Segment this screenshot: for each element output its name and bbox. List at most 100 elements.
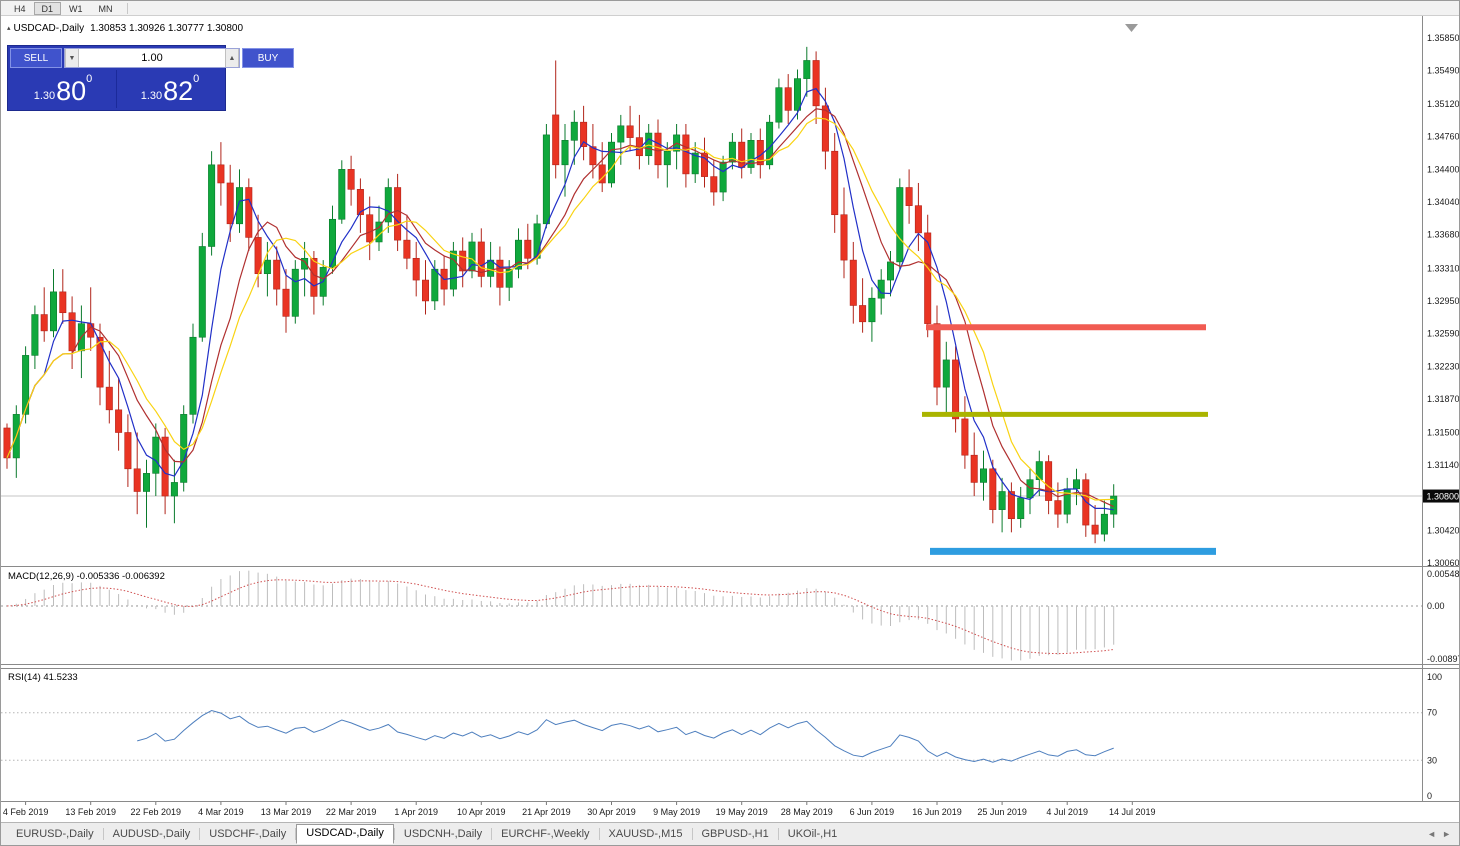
chart-window: 1.35850 1.35490 1.35120 1.34760 1.34400 1.340…: [1, 16, 1460, 824]
svg-text:100: 100: [1427, 672, 1442, 682]
tab-scroll-left-icon[interactable]: ◄: [1427, 829, 1437, 839]
chart-shift-marker[interactable]: [1125, 24, 1138, 32]
svg-text:4 Feb 2019: 4 Feb 2019: [3, 807, 49, 817]
svg-text:1.31870: 1.31870: [1427, 394, 1460, 404]
svg-text:4 Jul 2019: 4 Jul 2019: [1046, 807, 1088, 817]
macd-axis: 0.005484 0.00 -0.008973: [1427, 569, 1460, 664]
tab-usdchf-daily[interactable]: USDCHF-,Daily: [209, 828, 287, 840]
tab-separator: [102, 828, 104, 840]
tab-scroll-right-icon[interactable]: ►: [1442, 829, 1451, 839]
svg-text:1.35120: 1.35120: [1427, 99, 1460, 109]
svg-text:1.34040: 1.34040: [1427, 197, 1460, 207]
tab-separator: [199, 828, 201, 840]
date-axis[interactable]: 4 Feb 2019 13 Feb 2019 22 Feb 2019 4 Mar 20…: [3, 802, 1156, 817]
tab-usdcad-daily[interactable]: USDCAD-,Daily: [296, 824, 394, 844]
rsi-panel: [1, 709, 1422, 763]
svg-text:1.32950: 1.32950: [1427, 296, 1460, 306]
svg-text:21 Apr 2019: 21 Apr 2019: [522, 807, 571, 817]
svg-text:1.35850: 1.35850: [1427, 33, 1460, 43]
one-click-collapse-icon[interactable]: ▴: [7, 25, 11, 32]
macd-indicator-label: MACD(12,26,9) -0.005336 -0.006392: [8, 571, 165, 582]
macd-panel: [1, 570, 1422, 661]
tab-scroll-arrows: ◄ ►: [1427, 829, 1451, 839]
svg-text:1.33680: 1.33680: [1427, 230, 1460, 240]
chart-symbol-title: ▴ USDCAD-,Daily 1.30853 1.30926 1.30777 1.…: [7, 23, 243, 34]
svg-text:30 Apr 2019: 30 Apr 2019: [587, 807, 636, 817]
svg-text:0.005484: 0.005484: [1427, 569, 1460, 579]
svg-text:14 Jul 2019: 14 Jul 2019: [1109, 807, 1156, 817]
sell-button[interactable]: SELL: [10, 48, 62, 68]
svg-text:6 Jun 2019: 6 Jun 2019: [850, 807, 895, 817]
volume-box: ▼ ▲: [64, 48, 240, 68]
tab-audusd-daily[interactable]: AUDUSD-,Daily: [112, 828, 191, 840]
sell-price-button[interactable]: 1.30 80 0: [10, 70, 117, 108]
svg-text:30: 30: [1427, 755, 1437, 765]
svg-text:19 May 2019: 19 May 2019: [716, 807, 768, 817]
svg-text:1.35490: 1.35490: [1427, 65, 1460, 75]
svg-text:1.31140: 1.31140: [1427, 460, 1459, 470]
trade-panel-top-row: SELL ▼ ▲ BUY: [10, 48, 294, 68]
svg-text:13 Feb 2019: 13 Feb 2019: [65, 807, 116, 817]
volume-up-icon[interactable]: ▲: [225, 49, 239, 67]
buy-button[interactable]: BUY: [242, 48, 294, 68]
svg-text:1.31500: 1.31500: [1427, 428, 1460, 438]
ma-fast-line: [6, 87, 1114, 511]
svg-text:1.34760: 1.34760: [1427, 132, 1460, 142]
buy-price-pips: 82: [163, 76, 194, 106]
timeframe-toolbar: H4 D1 W1 MN: [1, 1, 1459, 16]
svg-text:1 Apr 2019: 1 Apr 2019: [394, 807, 438, 817]
buy-price-button[interactable]: 1.30 82 0: [117, 70, 223, 108]
tab-separator: [691, 828, 693, 840]
svg-text:0: 0: [1427, 791, 1432, 801]
svg-text:0.00: 0.00: [1427, 601, 1445, 611]
svg-text:1.30800: 1.30800: [1427, 492, 1460, 502]
svg-text:1.34400: 1.34400: [1427, 164, 1460, 174]
svg-text:22 Mar 2019: 22 Mar 2019: [326, 807, 377, 817]
svg-text:13 Mar 2019: 13 Mar 2019: [261, 807, 312, 817]
timeframe-w1[interactable]: W1: [61, 2, 91, 15]
trade-panel-price-row: 1.30 80 0 1.30 82 0: [10, 70, 223, 108]
tab-usdcnh-daily[interactable]: USDCNH-,Daily: [403, 828, 483, 840]
svg-text:16 Jun 2019: 16 Jun 2019: [912, 807, 962, 817]
sell-price-prefix: 1.30: [33, 90, 56, 102]
timeframe-h4[interactable]: H4: [6, 2, 34, 15]
svg-text:1.32590: 1.32590: [1427, 329, 1460, 339]
tab-eurusd-daily[interactable]: EURUSD-,Daily: [16, 828, 94, 840]
svg-text:22 Feb 2019: 22 Feb 2019: [131, 807, 182, 817]
svg-text:1.33310: 1.33310: [1427, 263, 1460, 273]
svg-text:25 Jun 2019: 25 Jun 2019: [977, 807, 1027, 817]
price-axis[interactable]: 1.35850 1.35490 1.35120 1.34760 1.34400 1.340…: [1423, 33, 1460, 568]
tab-separator: [393, 828, 395, 840]
tab-separator: [598, 828, 600, 840]
svg-text:-0.008973: -0.008973: [1427, 654, 1460, 664]
buy-price-sup: 0: [193, 73, 200, 85]
symbol-name: USDCAD-,Daily: [13, 23, 85, 34]
chart-canvas[interactable]: 1.35850 1.35490 1.35120 1.34760 1.34400 1.340…: [1, 16, 1460, 824]
svg-text:70: 70: [1427, 708, 1437, 718]
svg-text:9 May 2019: 9 May 2019: [653, 807, 700, 817]
tab-ukoil-h1[interactable]: UKOil-,H1: [787, 828, 838, 840]
timeframe-d1[interactable]: D1: [33, 1, 62, 15]
ma-slow-line: [6, 117, 1114, 501]
candles-layer: [3, 46, 1118, 544]
rsi-indicator-label: RSI(14) 41.5233: [8, 672, 78, 683]
tab-gbpusd-h1[interactable]: GBPUSD-,H1: [701, 828, 769, 840]
tab-xauusd-m15[interactable]: XAUUSD-,M15: [608, 828, 683, 840]
toolbar-separator: [126, 2, 128, 14]
symbol-ohlc-values: 1.30853 1.30926 1.30777 1.30800: [90, 23, 244, 34]
svg-text:10 Apr 2019: 10 Apr 2019: [457, 807, 506, 817]
svg-text:1.30420: 1.30420: [1427, 526, 1460, 536]
volume-down-icon[interactable]: ▼: [65, 49, 79, 67]
svg-text:1.30060: 1.30060: [1427, 558, 1460, 568]
sell-price-pips: 80: [56, 76, 87, 106]
volume-input[interactable]: [79, 49, 225, 67]
tab-eurchf-weekly[interactable]: EURCHF-,Weekly: [501, 828, 590, 840]
timeframe-mn[interactable]: MN: [91, 2, 121, 15]
sell-price-sup: 0: [86, 73, 93, 85]
svg-text:28 May 2019: 28 May 2019: [781, 807, 833, 817]
chart-tabbar: EURUSD-,Daily AUDUSD-,Daily USDCHF-,Daily U…: [1, 822, 1459, 845]
tab-separator: [295, 828, 297, 840]
buy-price-prefix: 1.30: [140, 90, 163, 102]
